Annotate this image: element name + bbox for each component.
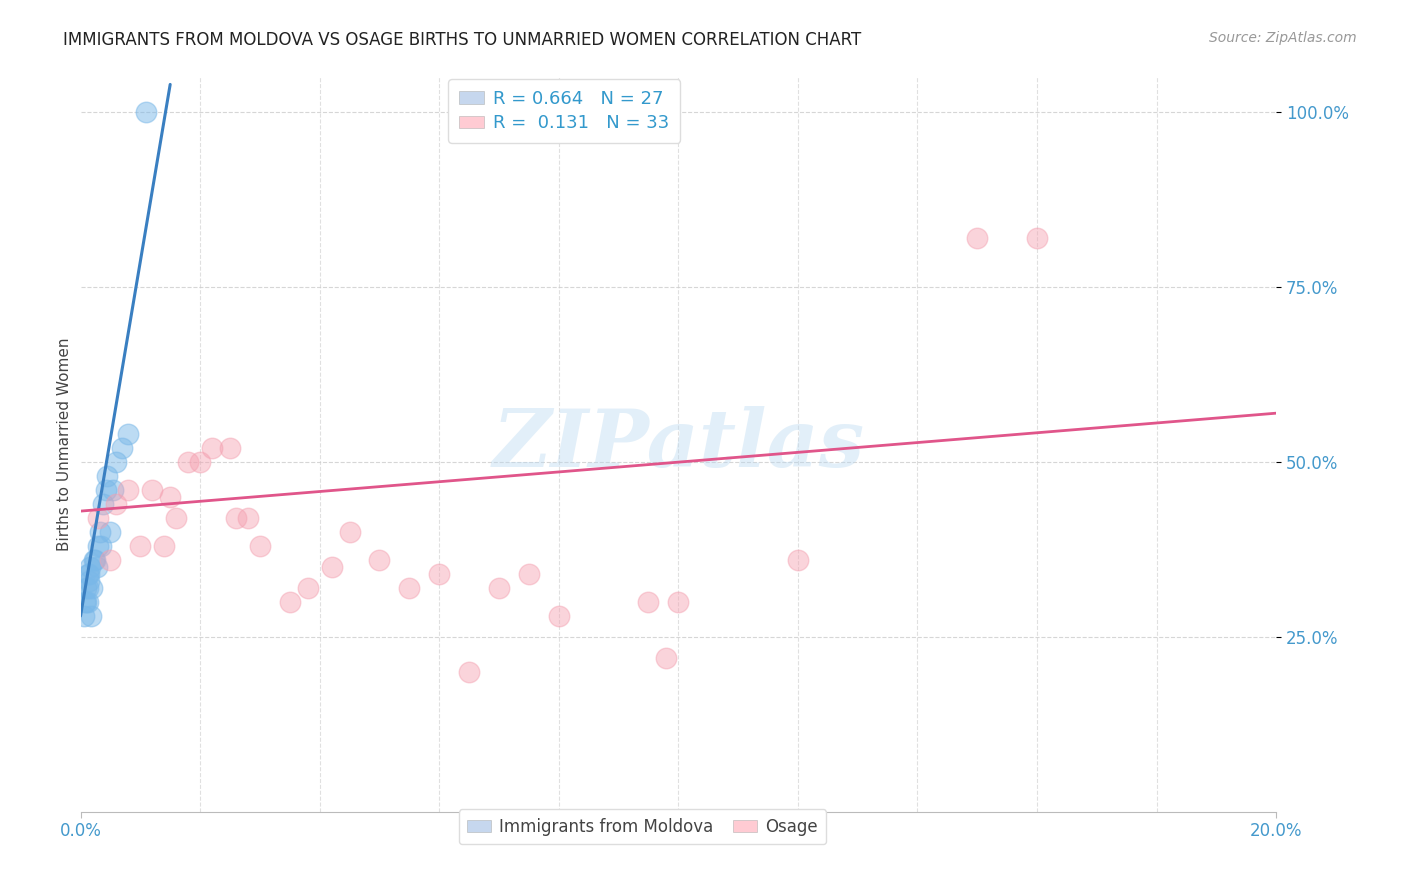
Point: [547, 609, 569, 624]
Point: [100, 553, 122, 567]
Point: [83, 553, 105, 567]
Point: [100, 525, 122, 540]
Point: [90, 539, 112, 553]
Point: [117, 483, 139, 497]
Point: [339, 525, 361, 540]
Point: [77, 567, 100, 582]
Point: [225, 511, 247, 525]
Text: ZIPatlas: ZIPatlas: [492, 406, 865, 483]
Point: [666, 595, 689, 609]
Point: [79, 574, 101, 588]
Point: [76, 567, 98, 582]
Point: [398, 581, 420, 595]
Point: [75, 595, 97, 609]
Point: [86, 560, 108, 574]
Point: [249, 539, 271, 553]
Text: IMMIGRANTS FROM MOLDOVA VS OSAGE BIRTHS TO UNMARRIED WOMEN CORRELATION CHART: IMMIGRANTS FROM MOLDOVA VS OSAGE BIRTHS …: [63, 31, 862, 49]
Point: [141, 483, 163, 497]
Point: [84, 553, 107, 567]
Point: [297, 581, 319, 595]
Point: [278, 595, 301, 609]
Point: [458, 665, 481, 679]
Point: [94, 483, 117, 497]
Point: [129, 539, 152, 553]
Point: [488, 581, 510, 595]
Point: [1026, 231, 1049, 245]
Point: [165, 511, 187, 525]
Point: [637, 595, 659, 609]
Point: [201, 441, 224, 455]
Point: [368, 553, 391, 567]
Point: [117, 427, 139, 442]
Point: [79, 560, 101, 574]
Point: [159, 490, 181, 504]
Legend: Immigrants from Moldova, Osage: Immigrants from Moldova, Osage: [458, 809, 825, 844]
Point: [87, 539, 110, 553]
Point: [105, 455, 128, 469]
Point: [517, 567, 540, 582]
Point: [76, 581, 98, 595]
Point: [177, 455, 200, 469]
Point: [219, 441, 242, 455]
Point: [76, 595, 98, 609]
Point: [76, 581, 98, 595]
Point: [321, 560, 343, 574]
Point: [103, 483, 125, 497]
Point: [82, 581, 104, 595]
Point: [96, 469, 118, 483]
Point: [87, 511, 110, 525]
Point: [76, 595, 98, 609]
Point: [427, 567, 450, 582]
Y-axis label: Births to Unmarried Women: Births to Unmarried Women: [58, 338, 72, 551]
Point: [188, 455, 211, 469]
Point: [236, 511, 259, 525]
Point: [105, 497, 128, 511]
Point: [655, 651, 678, 665]
Point: [966, 231, 988, 245]
Point: [72, 609, 94, 624]
Point: [80, 609, 103, 624]
Point: [153, 539, 176, 553]
Point: [91, 497, 114, 511]
Point: [111, 441, 134, 455]
Point: [89, 525, 111, 540]
Point: [786, 553, 808, 567]
Text: Source: ZipAtlas.com: Source: ZipAtlas.com: [1209, 31, 1357, 45]
Point: [135, 105, 157, 120]
